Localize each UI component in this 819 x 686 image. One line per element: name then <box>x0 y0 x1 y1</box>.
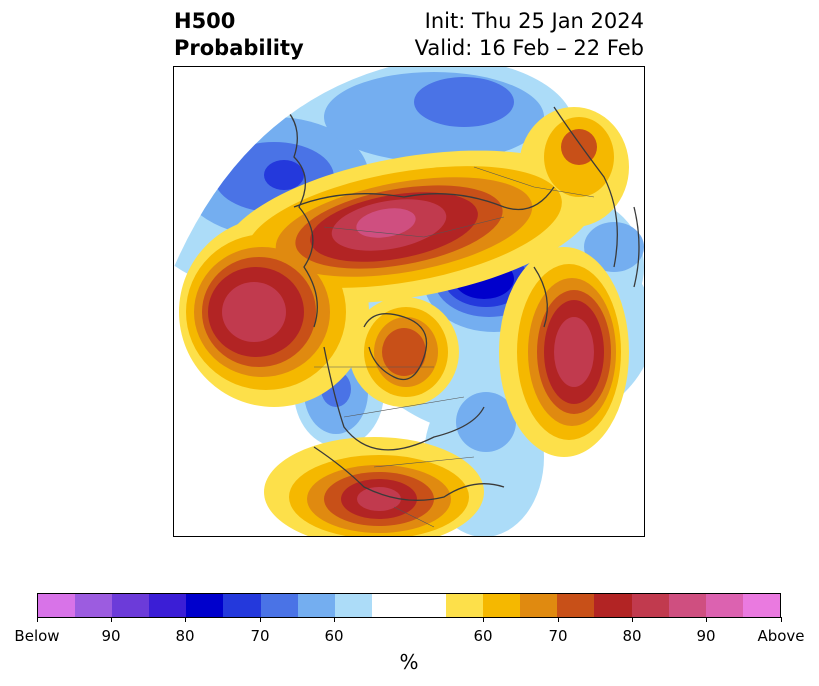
valid-date-label: Valid: 16 Feb – 22 Feb <box>414 36 644 60</box>
colorbar-tick-label: 80 <box>622 627 642 645</box>
init-date-label: Init: Thu 25 Jan 2024 <box>424 9 644 33</box>
colorbar-tick <box>706 617 707 622</box>
colorbar-tick-label: 60 <box>324 627 344 645</box>
colorbar-swatch <box>334 594 372 617</box>
colorbar-swatch <box>149 594 187 617</box>
colorbar-tick <box>558 617 559 622</box>
colorbar-swatch <box>631 594 669 617</box>
title-line-2: Probability <box>174 36 304 60</box>
colorbar-tick-label: 90 <box>101 627 121 645</box>
below-normal-region <box>456 392 516 452</box>
below-normal-region <box>414 77 514 127</box>
colorbar-swatch <box>520 594 558 617</box>
colorbar-tick <box>334 617 335 622</box>
colorbar-tick <box>111 617 112 622</box>
probability-map <box>173 66 645 537</box>
colorbar-swatch <box>668 594 706 617</box>
colorbar-tick <box>185 617 186 622</box>
colorbar-swatch <box>223 594 261 617</box>
colorbar-tick <box>781 617 782 622</box>
colorbar-tick <box>37 617 38 622</box>
colorbar-tick-label: 60 <box>473 627 493 645</box>
date-info: Init: Thu 25 Jan 2024 Valid: 16 Feb – 22… <box>415 8 644 62</box>
colorbar-tick-label: 70 <box>250 627 270 645</box>
colorbar-tick-label: Above <box>757 627 805 645</box>
colorbar-swatch <box>297 594 335 617</box>
colorbar-swatch <box>705 594 743 617</box>
above-normal-region <box>554 317 594 387</box>
colorbar-tick-label: 70 <box>548 627 568 645</box>
colorbar-swatch <box>557 594 595 617</box>
below-normal-region <box>264 160 304 190</box>
colorbar-tick <box>632 617 633 622</box>
colorbar-swatch <box>75 594 113 617</box>
colorbar-swatch <box>408 594 447 617</box>
colorbar-swatch <box>371 594 409 617</box>
colorbar-swatch <box>742 594 780 617</box>
colorbar-unit-label: % <box>399 650 419 674</box>
colorbar-swatch <box>112 594 150 617</box>
colorbar-tick-label: 80 <box>175 627 195 645</box>
colorbar-swatch <box>38 594 76 617</box>
map-svg <box>174 67 644 536</box>
above-normal-region <box>356 208 416 238</box>
above-normal-region <box>382 328 426 376</box>
above-normal-region <box>357 487 401 511</box>
political-borders <box>314 166 595 528</box>
colorbar-tick <box>483 617 484 622</box>
colorbar <box>37 593 781 618</box>
colorbar-tick <box>260 617 261 622</box>
colorbar-swatch <box>186 594 224 617</box>
colorbar-tick-label: Below <box>14 627 60 645</box>
colorbar-swatch <box>260 594 298 617</box>
below-normal-region <box>584 222 644 272</box>
chart-title: H500 Probability <box>174 8 304 62</box>
title-line-1: H500 <box>174 9 236 33</box>
colorbar-swatch <box>483 594 521 617</box>
above-normal-region <box>222 282 286 342</box>
colorbar-tick-label: 90 <box>696 627 716 645</box>
colorbar-swatch <box>446 594 484 617</box>
colorbar-swatch <box>594 594 632 617</box>
coastlines <box>283 106 640 501</box>
